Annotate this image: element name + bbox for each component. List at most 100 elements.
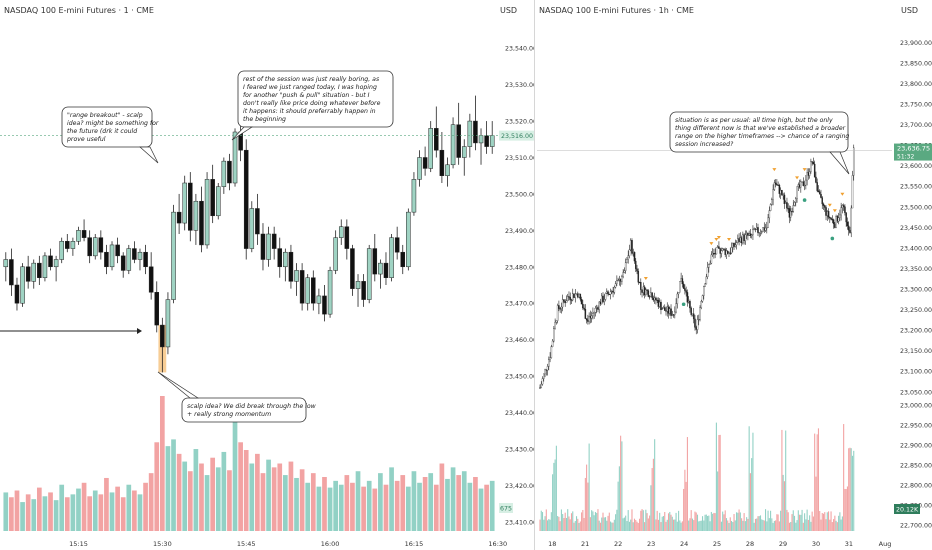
right-candle-body (564, 301, 566, 304)
right-volume-bar (753, 522, 755, 531)
right-volume-bar (827, 511, 830, 531)
right-volume-bar (787, 512, 789, 531)
left-note-session-box (237, 70, 394, 128)
right-candle-body (763, 227, 766, 231)
right-candle-body (713, 253, 715, 255)
right-candle-body (680, 278, 682, 282)
left-candle-body (294, 270, 299, 282)
right-volume-bar (656, 510, 658, 531)
right-candle-body (626, 259, 628, 263)
right-volume-bar (707, 515, 709, 531)
right-candle-body (776, 184, 778, 186)
left-candle-body (92, 237, 98, 257)
right-candle-body (569, 296, 571, 300)
right-currency-label[interactable]: USD (901, 6, 919, 15)
left-candle-body (467, 120, 473, 147)
right-candle-body (645, 289, 647, 296)
right-candle-body (550, 346, 553, 358)
right-volume-bar (564, 512, 566, 531)
right-candle-body (766, 227, 768, 229)
left-candle-body (411, 179, 417, 213)
right-sell-marker (727, 238, 731, 241)
right-y-tick-label: 23,250.00 (900, 307, 932, 314)
right-candle-body (774, 182, 777, 185)
right-volume-bar (613, 519, 615, 531)
right-candle-body (724, 249, 726, 255)
right-volume-bar (685, 481, 687, 531)
right-candle-body (767, 217, 769, 228)
left-y-tick-label: 23,410.00 (505, 519, 534, 526)
left-candle-body (199, 200, 204, 246)
left-chart-panel[interactable]: NASDAQ 100 E-mini Futures · 1 · CME USD … (0, 0, 535, 550)
right-candle-body (840, 207, 842, 216)
right-volume-bar (849, 447, 851, 531)
right-y-tick-label: 23,350.00 (900, 266, 932, 273)
right-candle-body (623, 270, 626, 273)
left-volume-bar (215, 467, 221, 531)
left-candle-body (361, 281, 366, 300)
left-volume-bar (299, 469, 305, 531)
right-candle-body (796, 186, 798, 200)
right-candle-body (748, 233, 750, 236)
right-candle-body (764, 227, 767, 231)
right-volume-bar (565, 517, 568, 531)
right-candle-body (618, 279, 621, 281)
left-candle-body (65, 241, 70, 249)
right-candle-body (690, 307, 692, 315)
right-candle-body (689, 301, 691, 309)
right-chart-canvas[interactable]: 23,050.00 23,100.00 23,150.00 23,200.00 23,2… (535, 0, 932, 550)
left-candle-body (316, 295, 322, 304)
right-candle-body (671, 314, 674, 316)
right-candle-body (761, 231, 763, 233)
left-currency-label[interactable]: USD (500, 6, 518, 15)
right-candle-body (725, 250, 728, 255)
right-candle-body (822, 203, 825, 206)
left-candle-body (132, 248, 137, 260)
right-candle-body (769, 204, 772, 211)
right-candle-body (554, 322, 556, 329)
left-candle-body (439, 149, 445, 176)
right-volume-bar (820, 519, 822, 531)
right-candle-body (715, 247, 718, 255)
right-candle-body (555, 320, 558, 323)
left-volume-bar (344, 475, 350, 531)
left-volume-bar (176, 453, 182, 531)
right-volume-bar (851, 455, 854, 531)
right-chart-panel[interactable]: NASDAQ 100 E-mini Futures · 1h · CME USD… (535, 0, 932, 550)
left-candle-body (400, 251, 406, 268)
right-candle-body (844, 206, 846, 213)
right-candle-body (752, 229, 754, 235)
right-volume-bar (782, 474, 784, 531)
right-volume-bar (696, 514, 699, 531)
right-volume-bar (569, 519, 571, 531)
left-candle-body (333, 237, 338, 271)
right-candle-body (714, 253, 716, 255)
right-candle-body (632, 252, 634, 254)
right-volume-bar (807, 519, 809, 531)
right-volume-bar (720, 521, 722, 531)
left-note-range-breakout-line: idea? might be something for (67, 119, 159, 127)
right-candle-body (728, 252, 730, 254)
right-volume-axis-label: 22,850.00 (900, 463, 932, 470)
left-y-tick-label: 23,490.00 (505, 228, 534, 235)
right-volume-bar (775, 520, 777, 531)
left-candle-body (188, 182, 193, 231)
left-chart-canvas[interactable]: 23,410.00 23,420.00 23,430.00 23,440.00 23,4… (0, 0, 534, 550)
left-note-session-line: rest of the session was just really bori… (243, 75, 380, 83)
right-candle-body (579, 293, 582, 300)
right-candle-body (701, 295, 704, 302)
right-candle-body (800, 181, 802, 188)
right-volume-bar (850, 448, 852, 531)
right-volume-bar (577, 518, 579, 531)
left-candle-body (327, 270, 333, 315)
left-volume-bar (456, 475, 462, 531)
right-volume-bar (660, 522, 662, 531)
right-volume-bar (712, 513, 714, 531)
left-volume-bar (81, 482, 87, 531)
left-volume-bar (467, 482, 473, 531)
right-volume-bar (781, 429, 783, 531)
left-candle-body (48, 255, 53, 268)
right-volume-bar (693, 520, 695, 531)
right-candle-body (846, 221, 849, 227)
